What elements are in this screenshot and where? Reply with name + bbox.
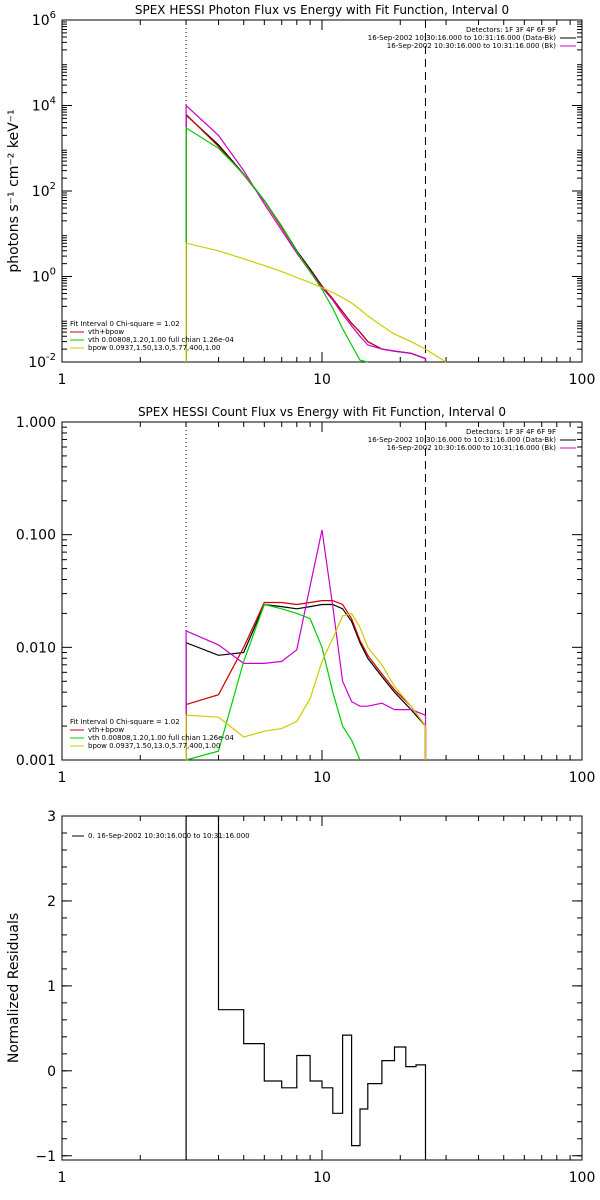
legend-entry: bpow 0.0937,1.50,13.0,5.77,400,1.00 <box>88 742 220 750</box>
legend-entry: vth 0.00808,1.20,1.00 full chian 1.26e-0… <box>88 734 234 742</box>
y-axis-label: photons s⁻¹ cm⁻² keV⁻¹ <box>6 109 22 272</box>
y-tick-base: 10 <box>32 184 50 200</box>
x-tick-label: 100 <box>569 372 596 388</box>
series-line-4 <box>185 126 368 363</box>
chart-title: SPEX HESSI Count Flux vs Energy with Fit… <box>138 405 506 419</box>
y-tick-exponent: -2 <box>46 352 56 363</box>
legend-entry: vth+bpow <box>88 328 124 336</box>
y-tick-base: 10 <box>32 270 50 286</box>
y-tick-label: −1 <box>35 1149 56 1165</box>
y-tick-label: 2 <box>47 894 56 910</box>
series-line-3 <box>185 529 427 760</box>
chart-panel-1: SPEX HESSI Photon Flux vs Energy with Fi… <box>6 3 595 388</box>
y-tick-label: 104 <box>32 96 56 115</box>
legend-entry: 16-Sep-2002 10:30:16.000 to 10:31:16.000… <box>368 34 557 42</box>
legend-entry: Detectors: 1F 3F 4F 6F 9F <box>466 26 556 34</box>
y-tick-label: 0 <box>47 1064 56 1080</box>
legend-entry: Fit Interval 0 Chi-square = 1.02 <box>70 320 180 328</box>
x-tick-label: 10 <box>313 372 331 388</box>
series-line-5 <box>185 242 447 363</box>
y-tick-label: 0.100 <box>16 528 56 544</box>
y-tick-label: 10-2 <box>28 352 56 371</box>
y-tick-base: 10 <box>32 99 50 115</box>
chart-panel-3: 1 10 100 −1 0 1 2 3 Normalized Residuals 0. 16-Se… <box>6 809 595 1186</box>
legend-entry: Fit Interval 0 Chi-square = 1.02 <box>70 718 180 726</box>
series-line-3 <box>185 104 427 362</box>
chart-title: SPEX HESSI Photon Flux vs Energy with Fi… <box>135 3 509 17</box>
x-tick-label: 1 <box>58 372 67 388</box>
y-tick-label: 1.000 <box>16 415 56 431</box>
legend-entry: 0. 16-Sep-2002 10:30:16.000 to 10:31:16.… <box>88 832 250 840</box>
y-tick-exponent: 6 <box>50 10 56 21</box>
y-tick-label: 3 <box>47 809 56 825</box>
y-tick-base: 10 <box>28 355 46 371</box>
plot-frame <box>61 421 583 761</box>
series-line-1 <box>185 815 427 1160</box>
legend-entry: 16-Sep-2002 10:30:16.000 to 10:31:16.000… <box>387 444 557 452</box>
legend-entry: 16-Sep-2002 10:30:16.000 to 10:31:16.000… <box>368 436 557 444</box>
series-line-5 <box>185 612 427 760</box>
x-tick-label: 10 <box>313 770 331 786</box>
legend-entry: vth+bpow <box>88 726 124 734</box>
legend-entry: bpow 0.0937,1.50,13.0,5.77,400,1.00 <box>88 344 220 352</box>
plot-frame <box>61 19 583 363</box>
x-tick-label: 100 <box>569 770 596 786</box>
y-tick-base: 10 <box>32 13 50 29</box>
series-line-4 <box>185 603 361 761</box>
y-tick-label: 100 <box>32 267 56 286</box>
x-tick-label: 1 <box>58 770 67 786</box>
y-axis-label: Normalized Residuals <box>6 913 22 1063</box>
chart-panel-2: SPEX HESSI Count Flux vs Energy with Fit… <box>16 405 595 786</box>
y-tick-label: 0.010 <box>16 640 56 656</box>
x-tick-label: 100 <box>569 1170 596 1186</box>
legend-entry: Detectors: 1F 3F 4F 6F 9F <box>466 428 556 436</box>
y-tick-exponent: 4 <box>50 96 56 107</box>
y-tick-label: 1 <box>47 979 56 995</box>
legend-entry: vth 0.00808,1.20,1.00 full chian 1.26e-0… <box>88 336 234 344</box>
y-tick-label: 0.001 <box>16 753 56 769</box>
legend-entry: 16-Sep-2002 10:30:16.000 to 10:31:16.000… <box>387 42 557 50</box>
series-line-2 <box>185 599 427 760</box>
plot-frame <box>61 815 583 1161</box>
y-tick-exponent: 2 <box>50 181 56 192</box>
y-tick-label: 102 <box>32 181 56 200</box>
x-tick-label: 1 <box>58 1170 67 1186</box>
y-tick-exponent: 0 <box>50 267 56 278</box>
x-tick-label: 10 <box>313 1170 331 1186</box>
y-tick-label: 106 <box>32 10 56 29</box>
